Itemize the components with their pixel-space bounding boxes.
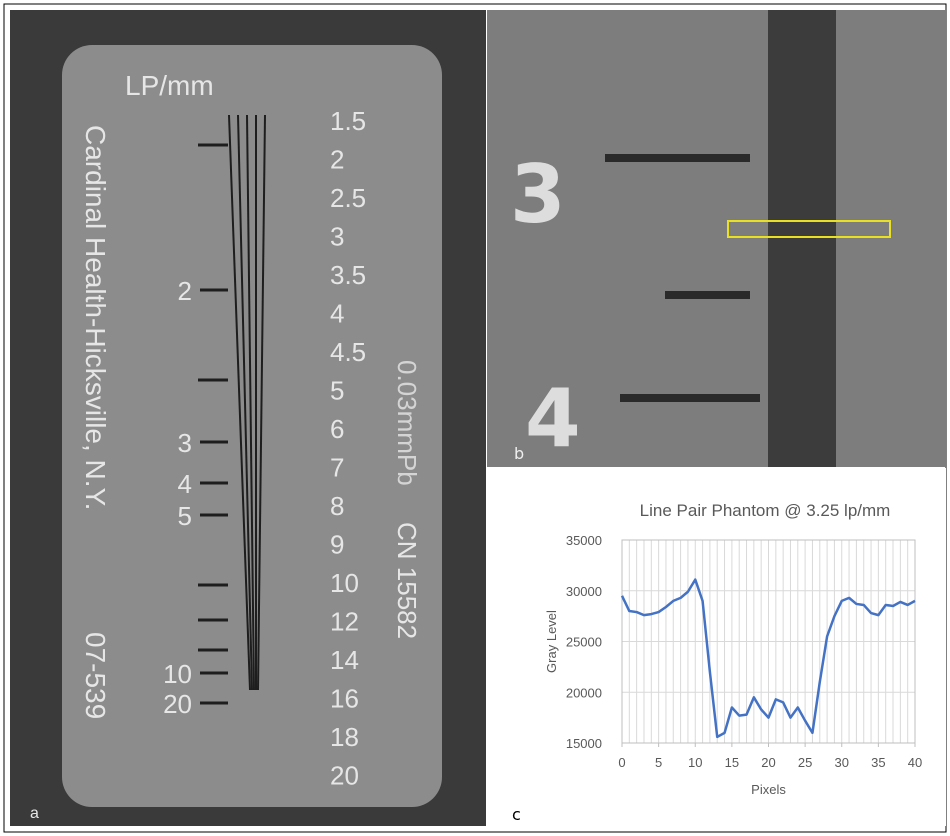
scale-label: 2 — [178, 276, 192, 306]
lp-label: 1.5 — [330, 106, 366, 136]
scale-label: 5 — [178, 501, 192, 531]
wedge-zoom — [768, 10, 836, 467]
part-text: 07-539 — [80, 632, 111, 719]
panel-label: a — [30, 805, 39, 822]
y-tick-label: 15000 — [566, 736, 602, 751]
y-tick-label: 30000 — [566, 584, 602, 599]
x-tick-label: 40 — [908, 755, 922, 770]
figure: LP/mm Cardinal Health-Hicksville, N.Y. 0… — [0, 0, 950, 836]
panel-label: c — [512, 805, 521, 824]
x-axis-label: Pixels — [751, 782, 786, 797]
cn-text: CN 15582 — [392, 522, 422, 639]
lp-label: 9 — [330, 530, 344, 560]
lp-label: 14 — [330, 645, 359, 675]
x-tick-label: 5 — [655, 755, 662, 770]
lp-label: 2.5 — [330, 183, 366, 213]
lp-label: 6 — [330, 414, 344, 444]
scale-label: 4 — [178, 469, 192, 499]
x-tick-label: 15 — [725, 755, 739, 770]
lp-label: 18 — [330, 722, 359, 752]
scale-label: 10 — [163, 659, 192, 689]
lp-label: 3.5 — [330, 260, 366, 290]
lp-label: 2 — [330, 145, 344, 175]
x-tick-label: 30 — [835, 755, 849, 770]
y-tick-label: 25000 — [566, 635, 602, 650]
zoom-digit: 3 — [510, 148, 566, 241]
lp-label: 16 — [330, 684, 359, 714]
y-axis-label: Gray Level — [544, 610, 559, 673]
x-tick-label: 0 — [618, 755, 625, 770]
lp-label: 8 — [330, 491, 344, 521]
phantom-card — [62, 45, 442, 807]
lp-label: 3 — [330, 222, 344, 252]
lp-label: 4 — [330, 299, 344, 329]
lp-label: 5 — [330, 376, 344, 406]
lp-label: 4.5 — [330, 337, 366, 367]
scale-label: 20 — [163, 689, 192, 719]
panel-label: b — [514, 444, 524, 463]
y-tick-label: 20000 — [566, 685, 602, 700]
x-tick-label: 35 — [871, 755, 885, 770]
scale-label: 3 — [178, 428, 192, 458]
panel-a-heading: LP/mm — [125, 70, 214, 101]
x-tick-label: 10 — [688, 755, 702, 770]
x-tick-label: 25 — [798, 755, 812, 770]
lp-label: 7 — [330, 453, 344, 483]
lp-label: 12 — [330, 607, 359, 637]
chart-title: Line Pair Phantom @ 3.25 lp/mm — [640, 501, 891, 520]
lead-text: 0.03mmPb — [392, 360, 422, 486]
maker-text: Cardinal Health-Hicksville, N.Y. — [80, 125, 111, 510]
y-tick-label: 35000 — [566, 533, 602, 548]
zoom-digit: 4 — [525, 372, 581, 465]
lp-label: 10 — [330, 568, 359, 598]
x-tick-label: 20 — [761, 755, 775, 770]
lp-label: 20 — [330, 761, 359, 791]
